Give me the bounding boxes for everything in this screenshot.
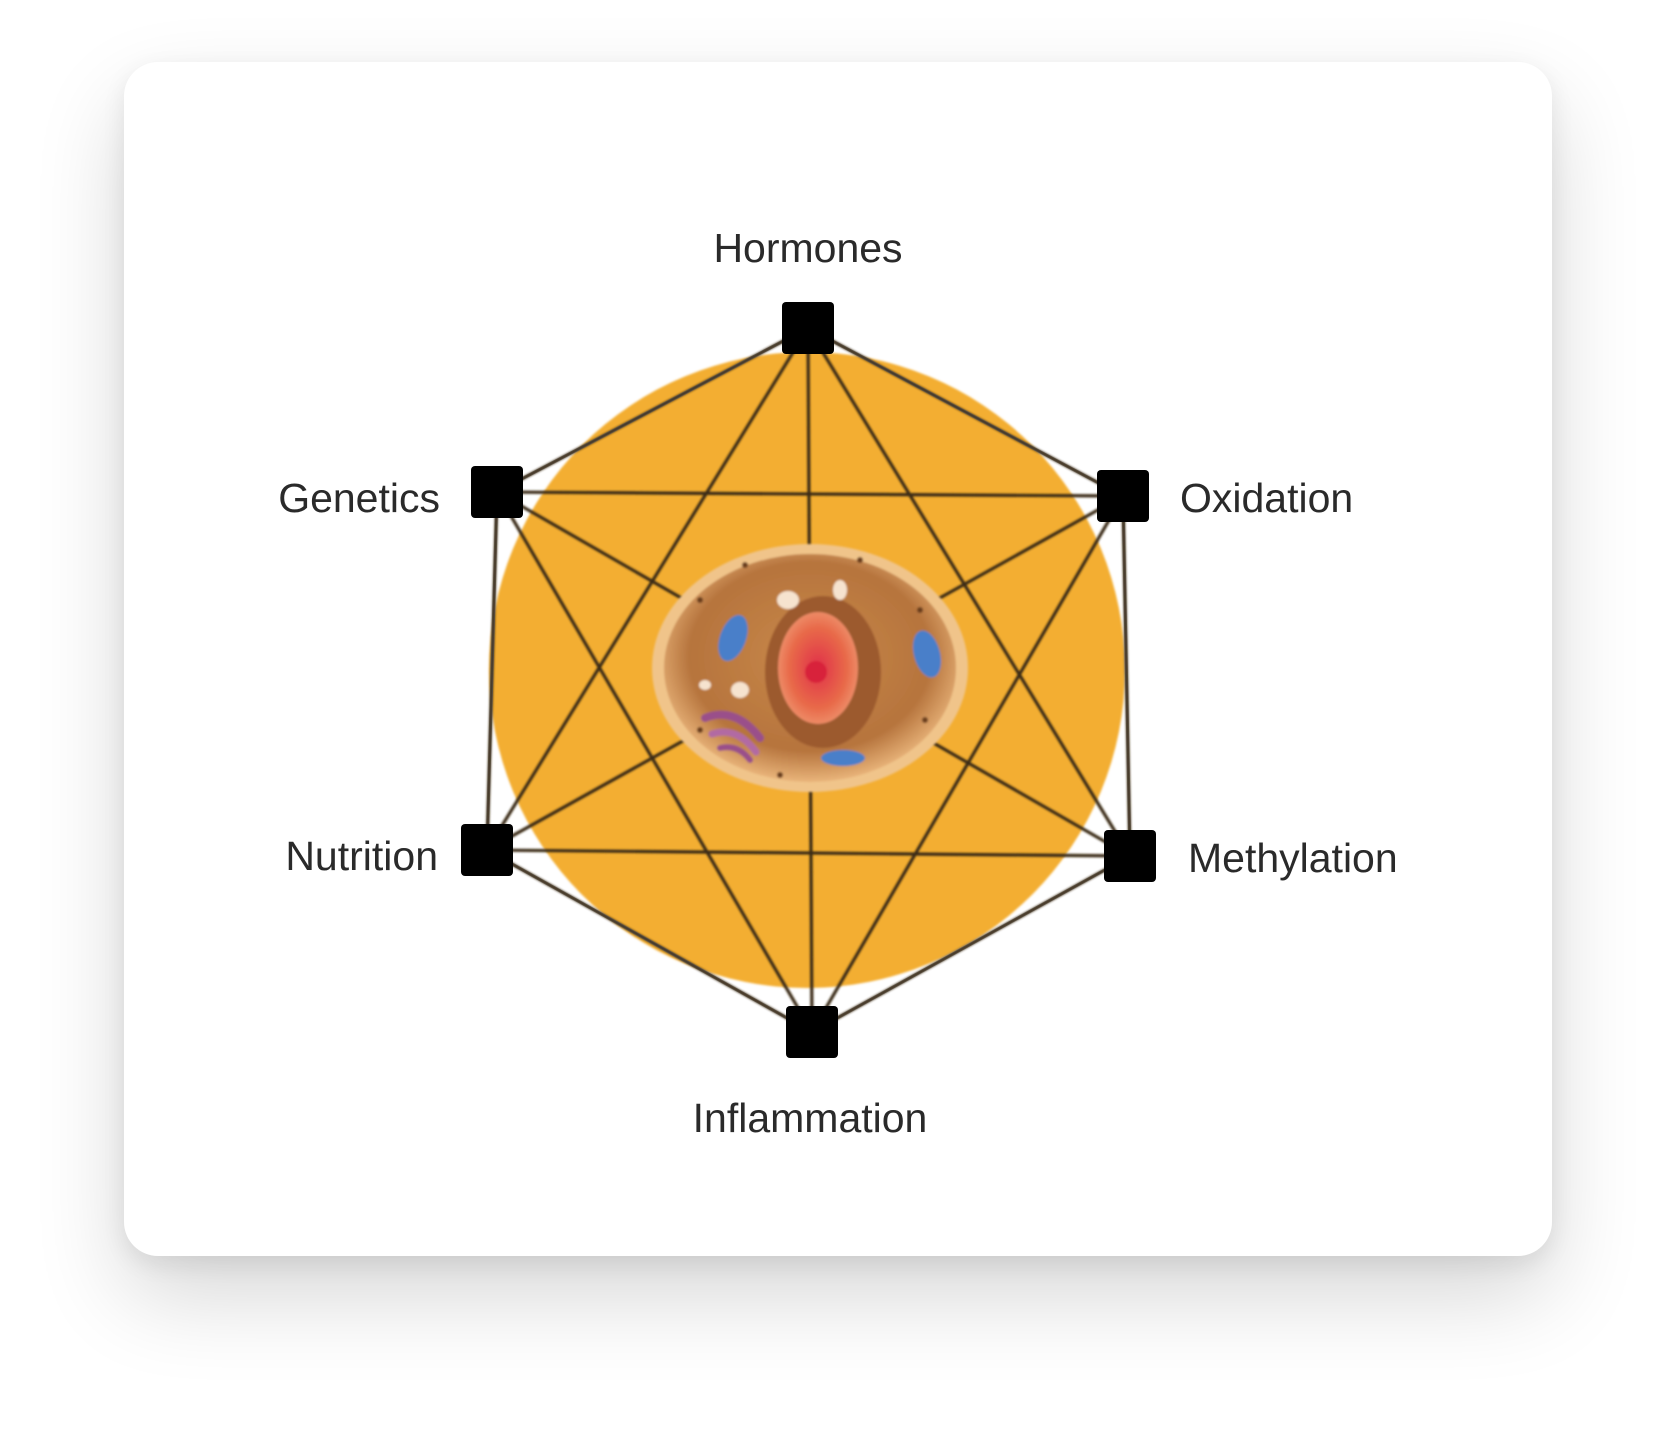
- connection-methylation-inflammation: [810, 854, 1132, 1034]
- connection-inflammation-genetics: [495, 490, 814, 1034]
- node-square-oxidation: [1097, 470, 1149, 522]
- node-square-nutrition: [461, 824, 513, 876]
- connection-oxidation-genetics: [495, 490, 1125, 498]
- label-inflammation: Inflammation: [693, 1095, 928, 1141]
- node-square-hormones: [782, 302, 834, 354]
- connection-hormones-oxidation: [806, 326, 1125, 498]
- label-hormones: Hormones: [713, 225, 902, 271]
- connection-hormones-methylation: [806, 326, 1132, 858]
- label-oxidation: Oxidation: [1180, 475, 1353, 521]
- connection-hormones-nutrition: [485, 326, 810, 852]
- label-genetics: Genetics: [278, 475, 440, 521]
- connection-methylation-nutrition: [485, 848, 1132, 858]
- node-squares: [461, 302, 1156, 1058]
- node-square-methylation: [1104, 830, 1156, 882]
- label-methylation: Methylation: [1188, 835, 1398, 881]
- connection-hormones-genetics: [495, 326, 810, 494]
- connection-nutrition-genetics: [485, 490, 499, 852]
- cell-icon: [652, 544, 968, 792]
- connection-oxidation-methylation: [1121, 494, 1132, 858]
- node-square-inflammation: [786, 1006, 838, 1058]
- connection-inflammation-nutrition: [485, 848, 814, 1034]
- label-nutrition: Nutrition: [285, 833, 438, 879]
- node-square-genetics: [471, 466, 523, 518]
